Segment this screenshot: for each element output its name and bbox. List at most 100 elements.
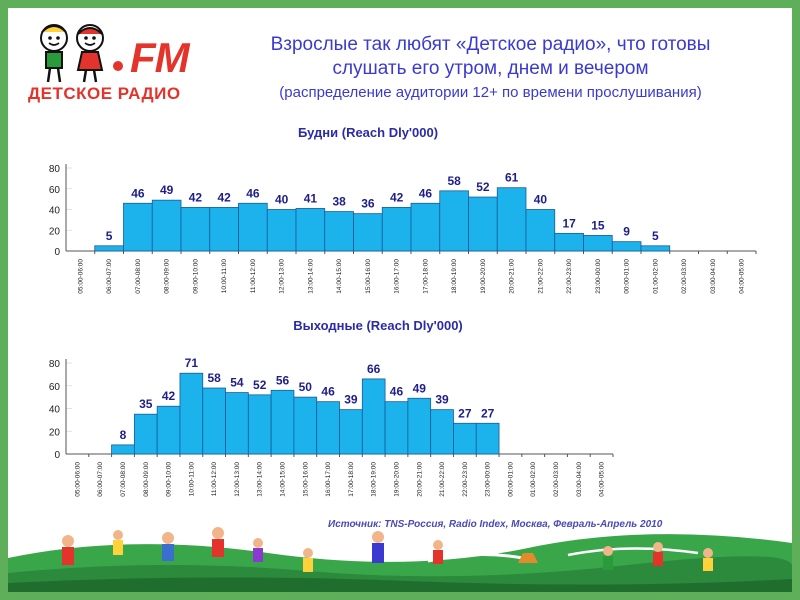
- weekend-xtick-label: 00:00-01:00: [507, 462, 514, 497]
- weekend-bar: [270, 389, 295, 455]
- weekday-data-label: 41: [304, 191, 318, 205]
- weekday-xtick-label: 18:00-19:00: [451, 259, 458, 294]
- weekend-data-label: 46: [321, 385, 335, 399]
- weekend-bar: [384, 401, 409, 455]
- charts-canvas: Будни (Reach Dly'000)02040608005:00-06:0…: [49, 125, 757, 497]
- weekday-bar: [180, 207, 211, 252]
- weekend-ytick-label: 0: [54, 450, 60, 461]
- weekday-bar: [640, 245, 671, 252]
- weekend-bar: [407, 397, 432, 455]
- weekend-xtick-label: 23:00-00:00: [485, 462, 492, 497]
- weekday-xtick-label: 03:00-04:00: [710, 259, 717, 294]
- weekday-bar: [123, 202, 153, 252]
- weekend-bar: [430, 409, 454, 455]
- weekend-bar: [156, 405, 181, 455]
- weekday-ytick-label: 60: [49, 185, 61, 196]
- weekday-bar: [525, 209, 556, 252]
- weekday-xtick-label: 02:00-03:00: [681, 259, 688, 294]
- weekend-xtick-label: 01:00-02:00: [530, 462, 537, 497]
- weekday-xtick-label: 01:00-02:00: [652, 259, 659, 294]
- logo-fm: FM: [130, 34, 190, 81]
- weekend-data-label: 58: [207, 371, 221, 385]
- weekday-ytick-label: 0: [54, 247, 60, 258]
- weekday-xtick-label: 11:00-12:00: [250, 259, 257, 294]
- weekday-xtick-label: 23:00-00:00: [595, 259, 602, 294]
- weekend-xtick-label: 04:00-05:00: [599, 462, 606, 497]
- weekend-xtick-label: 13:00-14:00: [257, 462, 264, 497]
- weekend-bar: [202, 387, 226, 455]
- weekend-bar: [316, 401, 340, 455]
- weekday-xtick-label: 05:00-06:00: [77, 259, 84, 294]
- weekday-xtick-label: 06:00-07:00: [106, 259, 113, 294]
- weekend-bar: [339, 409, 363, 455]
- weekday-data-label: 42: [189, 190, 203, 204]
- weekend-data-label: 27: [458, 406, 472, 420]
- weekend-xtick-label: 03:00-04:00: [576, 462, 583, 497]
- weekday-bar: [554, 232, 584, 252]
- detskoe-radio-logo: FM ДЕТСКОЕ РАДИО: [18, 18, 190, 108]
- source-note: Источник: TNS-Россия, Radio Index, Москв…: [328, 519, 663, 530]
- weekend-xtick-label: 22:00-23:00: [462, 462, 469, 497]
- weekday-data-label: 46: [131, 186, 145, 200]
- weekend-bar: [247, 394, 272, 455]
- weekend-data-label: 39: [344, 393, 358, 407]
- weekday-xtick-label: 20:00-21:00: [509, 259, 516, 294]
- weekend-xtick-label: 09:00-10:00: [166, 462, 173, 497]
- weekend-xtick-label: 15:00-16:00: [302, 462, 309, 497]
- weekend-xtick-label: 18:00-19:00: [371, 462, 378, 497]
- weekday-chart-title: Будни (Reach Dly'000): [298, 125, 438, 140]
- weekday-data-label: 36: [361, 197, 375, 211]
- weekend-xtick-label: 16:00-17:00: [325, 462, 332, 497]
- weekend-data-label: 42: [162, 389, 176, 403]
- weekend-data-label: 46: [390, 385, 404, 399]
- weekday-bar: [583, 235, 613, 252]
- weekend-ytick-label: 80: [49, 359, 61, 370]
- weekend-data-label: 39: [435, 393, 449, 407]
- weekend-data-label: 35: [139, 397, 153, 411]
- weekday-xtick-label: 19:00-20:00: [480, 259, 487, 294]
- weekday-bar: [295, 208, 326, 252]
- logo-text: ДЕТСКОЕ РАДИО: [28, 84, 181, 103]
- weekday-xtick-label: 00:00-01:00: [624, 259, 631, 294]
- weekday-data-label: 5: [652, 229, 659, 243]
- weekday-bar: [353, 213, 383, 252]
- weekday-xtick-label: 12:00-13:00: [279, 259, 286, 294]
- weekday-ytick-label: 20: [49, 226, 61, 237]
- weekday-xtick-label: 16:00-17:00: [394, 259, 401, 294]
- weekend-data-label: 50: [299, 380, 313, 394]
- weekday-ytick-label: 80: [49, 164, 61, 175]
- weekend-bar: [133, 413, 158, 455]
- weekend-ytick-label: 60: [49, 382, 61, 393]
- weekday-xtick-label: 04:00-05:00: [739, 259, 746, 294]
- weekend-xtick-label: 11:00-12:00: [211, 462, 218, 497]
- weekday-bar: [209, 207, 239, 252]
- weekday-bar: [266, 209, 297, 252]
- page-subtitle: (распределение аудитории 12+ по времени …: [279, 84, 702, 101]
- weekend-xtick-label: 07:00-08:00: [120, 462, 127, 497]
- weekend-data-label: 66: [367, 362, 381, 376]
- weekend-xtick-label: 10:00-11:00: [188, 462, 195, 497]
- weekday-xtick-label: 17:00-18:00: [422, 259, 429, 294]
- weekday-bar: [238, 202, 268, 252]
- weekday-xtick-label: 21:00-22:00: [537, 259, 544, 294]
- weekday-xtick-label: 14:00-15:00: [336, 259, 343, 294]
- weekday-data-label: 58: [447, 174, 461, 188]
- weekday-bar: [151, 199, 182, 252]
- weekday-data-label: 46: [246, 186, 260, 200]
- weekday-xtick-label: 13:00-14:00: [307, 259, 314, 294]
- weekend-xtick-label: 19:00-20:00: [393, 462, 400, 497]
- weekend-data-label: 49: [413, 381, 427, 395]
- page-title-line2: слушать его утром, днем и вечером: [332, 58, 649, 79]
- weekend-data-label: 56: [276, 373, 290, 387]
- weekday-bar: [468, 196, 498, 252]
- slide: FM ДЕТСКОЕ РАДИО Взрослые так любят «Дет…: [8, 8, 792, 592]
- weekday-data-label: 38: [332, 195, 346, 209]
- weekday-data-label: 17: [562, 216, 576, 230]
- page-title-line1: Взрослые так любят «Детское радио», что …: [270, 34, 711, 55]
- weekday-data-label: 61: [505, 171, 519, 185]
- weekend-bar: [111, 444, 135, 455]
- weekend-xtick-label: 14:00-15:00: [280, 462, 287, 497]
- weekend-data-label: 27: [481, 406, 495, 420]
- weekend-bar: [361, 378, 386, 455]
- weekday-data-label: 9: [623, 225, 630, 239]
